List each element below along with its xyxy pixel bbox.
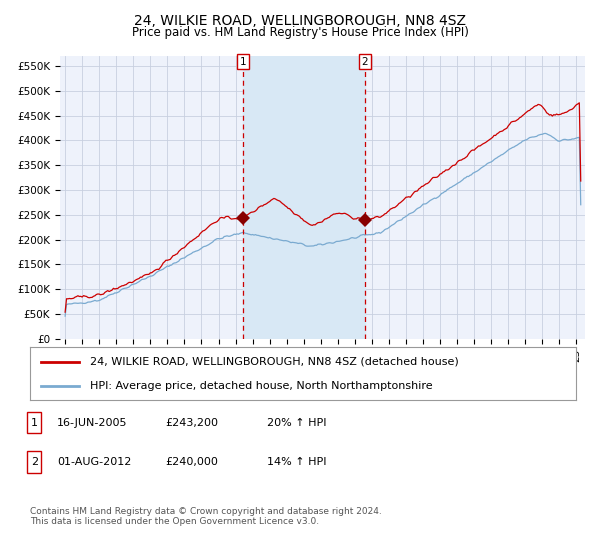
- Text: 20% ↑ HPI: 20% ↑ HPI: [267, 418, 326, 428]
- Text: £243,200: £243,200: [165, 418, 218, 428]
- Text: Price paid vs. HM Land Registry's House Price Index (HPI): Price paid vs. HM Land Registry's House …: [131, 26, 469, 39]
- Text: 2: 2: [361, 57, 368, 67]
- Text: 1: 1: [240, 57, 247, 67]
- Text: 1: 1: [31, 418, 38, 428]
- Text: 24, WILKIE ROAD, WELLINGBOROUGH, NN8 4SZ: 24, WILKIE ROAD, WELLINGBOROUGH, NN8 4SZ: [134, 14, 466, 28]
- Text: £240,000: £240,000: [165, 457, 218, 467]
- Text: 14% ↑ HPI: 14% ↑ HPI: [267, 457, 326, 467]
- Text: Contains HM Land Registry data © Crown copyright and database right 2024.
This d: Contains HM Land Registry data © Crown c…: [30, 507, 382, 526]
- Text: 2: 2: [31, 457, 38, 467]
- Text: HPI: Average price, detached house, North Northamptonshire: HPI: Average price, detached house, Nort…: [90, 381, 433, 391]
- Text: 24, WILKIE ROAD, WELLINGBOROUGH, NN8 4SZ (detached house): 24, WILKIE ROAD, WELLINGBOROUGH, NN8 4SZ…: [90, 357, 459, 367]
- Text: 01-AUG-2012: 01-AUG-2012: [57, 457, 131, 467]
- Bar: [244, 56, 365, 339]
- Text: 16-JUN-2005: 16-JUN-2005: [57, 418, 128, 428]
